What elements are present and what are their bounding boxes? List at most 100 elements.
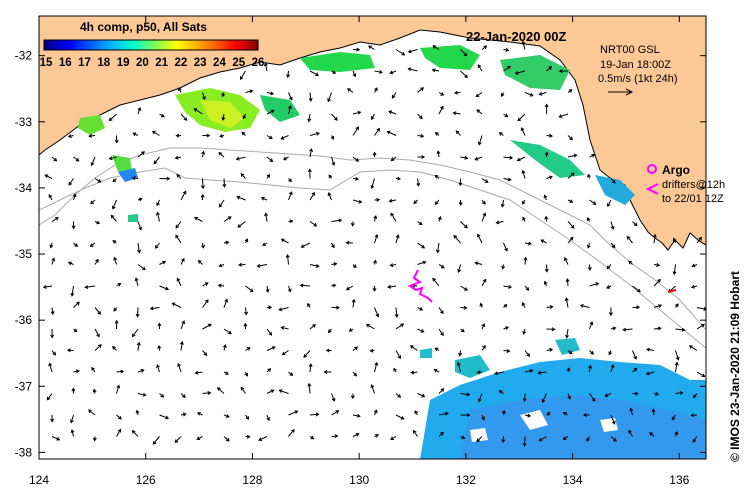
current-vector-head <box>278 389 283 393</box>
current-vector <box>408 49 418 53</box>
current-vector <box>279 307 289 311</box>
colorbar-label: 22 <box>175 57 188 69</box>
current-vector-head <box>610 225 615 230</box>
current-vector-head <box>357 110 362 115</box>
current-vector-head <box>330 135 335 140</box>
current-vector-head <box>112 178 117 183</box>
colorbar-label: 15 <box>40 57 53 69</box>
current-vector-head <box>268 305 273 310</box>
current-vector-head <box>96 333 100 338</box>
current-vector <box>515 70 526 74</box>
current-vector <box>503 178 511 181</box>
current-vector-head <box>498 132 503 136</box>
current-vector-head <box>196 436 201 440</box>
current-vector-head <box>176 277 181 282</box>
drifters-label-2: to 22/01 12Z <box>662 193 724 205</box>
current-vector <box>458 264 461 273</box>
current-vector-head <box>507 177 512 182</box>
current-vector-head <box>201 244 205 249</box>
current-vector <box>438 388 444 394</box>
current-vector-head <box>592 201 597 205</box>
current-vector-head <box>177 362 181 367</box>
current-vector <box>159 285 169 290</box>
current-vector-head <box>394 313 399 318</box>
current-vector-head <box>436 150 441 155</box>
current-vector-head <box>544 215 549 220</box>
axis-ticks <box>38 16 706 459</box>
current-vector <box>481 213 486 222</box>
current-vector-head <box>244 311 249 316</box>
current-vector-head <box>386 130 391 135</box>
current-vector-head <box>50 334 55 339</box>
current-vector <box>524 370 533 373</box>
current-vector <box>476 109 483 115</box>
current-vector-head <box>434 347 439 352</box>
current-vector <box>538 371 547 374</box>
current-vector-head <box>182 190 187 195</box>
current-vector-head <box>374 361 379 366</box>
current-vector-head <box>307 302 311 307</box>
current-vector-head <box>267 368 272 372</box>
current-vector-head <box>514 71 519 75</box>
current-vector-head <box>376 197 381 202</box>
current-vector-head <box>165 286 170 291</box>
current-vector <box>328 192 332 201</box>
current-vector-head <box>174 155 179 160</box>
current-vector-head <box>370 116 375 121</box>
current-vector <box>223 299 228 308</box>
current-vector <box>503 66 511 72</box>
current-vector <box>49 363 53 373</box>
colorbar-gradient <box>43 39 259 51</box>
current-vector-head <box>482 212 487 217</box>
current-vector <box>288 191 293 201</box>
current-vector-head <box>440 264 445 269</box>
current-vector-head <box>156 202 160 207</box>
current-vector-head <box>56 436 61 441</box>
current-vector-head <box>370 185 375 190</box>
current-vector-head <box>388 198 393 203</box>
current-vector <box>308 113 311 122</box>
current-vector-head <box>114 139 119 144</box>
current-vector <box>91 156 96 166</box>
current-vector-head <box>308 363 313 368</box>
current-vector <box>610 414 616 425</box>
current-vector-head <box>311 191 315 196</box>
current-vector-head <box>474 156 479 161</box>
current-vector-head <box>458 202 463 206</box>
current-vector-head <box>395 234 400 239</box>
current-vector-head <box>157 344 162 349</box>
current-vector <box>112 199 117 209</box>
current-vector-head <box>114 319 119 324</box>
current-vector-head <box>440 388 445 392</box>
current-vector <box>266 156 273 162</box>
current-vector-head <box>456 361 461 366</box>
current-vector <box>696 323 705 330</box>
current-vector <box>94 328 100 337</box>
current-vector-head <box>142 266 146 271</box>
current-vector <box>223 216 232 222</box>
lon-tick-label: 132 <box>456 473 476 487</box>
current-vector-head <box>657 326 662 331</box>
current-vector-head <box>348 328 353 332</box>
current-vector-head <box>566 367 571 372</box>
scale-label: 0.5m/s (1kt 24h) <box>598 73 677 85</box>
current-vector <box>287 70 289 78</box>
current-vector-head <box>76 301 80 306</box>
current-vector-head <box>345 286 350 291</box>
current-vector-head <box>288 178 292 183</box>
current-vector-head <box>335 410 340 414</box>
current-vector-head <box>350 222 355 227</box>
current-vector-head <box>464 155 469 160</box>
current-vector-head <box>200 185 205 190</box>
colorbar-label: 20 <box>136 57 149 69</box>
current-vector <box>156 364 160 373</box>
current-vector-head <box>397 394 402 398</box>
current-vector <box>689 345 698 351</box>
current-vector-head <box>134 277 139 282</box>
current-vector-head <box>307 382 312 387</box>
current-vector <box>116 429 122 437</box>
current-vector <box>675 328 685 331</box>
current-vector <box>524 436 526 446</box>
current-vector <box>524 92 533 97</box>
current-vector <box>673 264 676 275</box>
